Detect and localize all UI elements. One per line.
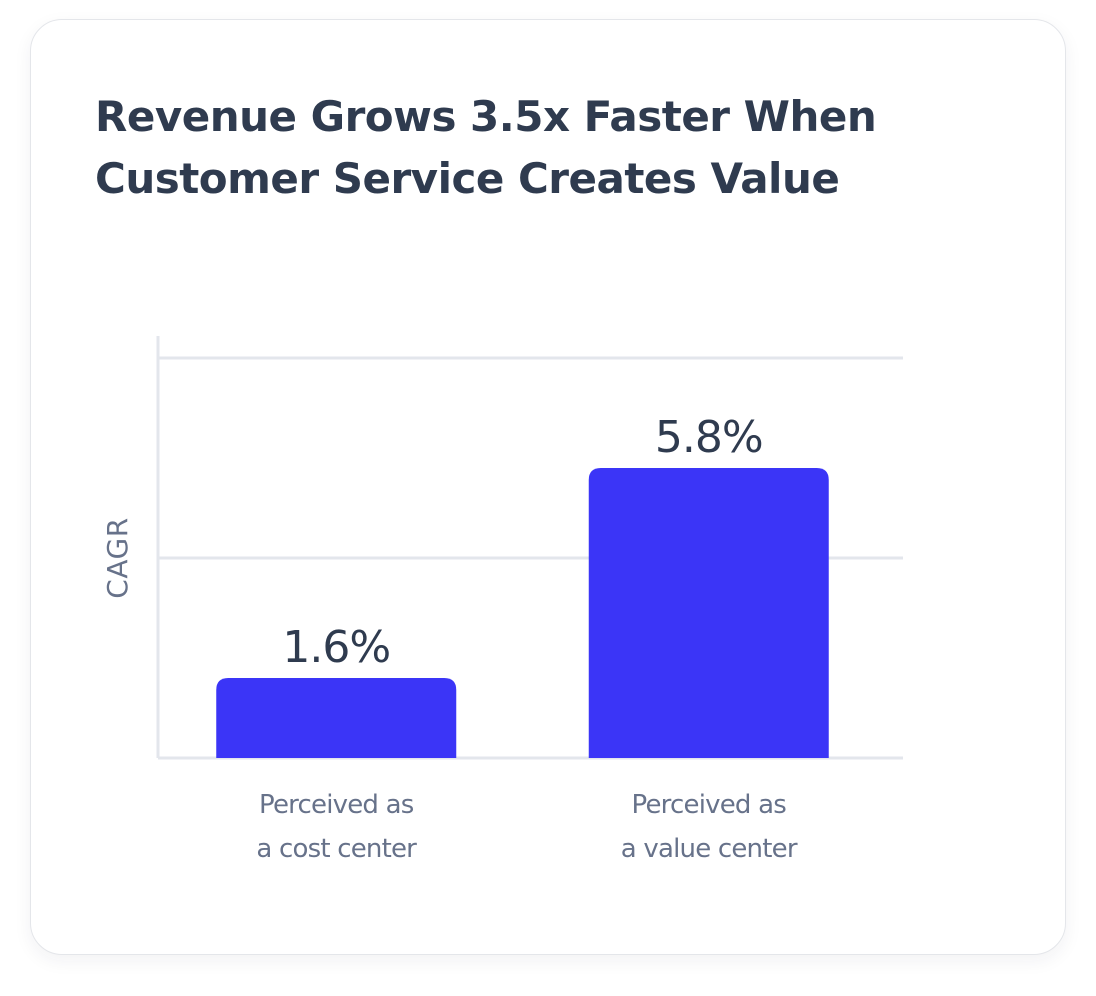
category-label: Perceived as [632, 790, 787, 820]
chart-title: Revenue Grows 3.5x Faster When Customer … [95, 86, 995, 210]
bar-value-label: 5.8% [655, 412, 763, 463]
bar [588, 468, 829, 758]
category-label: Perceived as [259, 790, 414, 820]
bar-value-label: 1.6% [282, 622, 390, 673]
category-label: a cost center [256, 834, 417, 864]
y-axis-label: CAGR [101, 517, 134, 598]
bar [216, 678, 457, 758]
chart-title-line-2: Customer Service Creates Value [95, 154, 840, 203]
chart-title-line-1: Revenue Grows 3.5x Faster When [95, 92, 877, 141]
category-label: a value center [621, 834, 798, 864]
chart-card [30, 19, 1066, 955]
